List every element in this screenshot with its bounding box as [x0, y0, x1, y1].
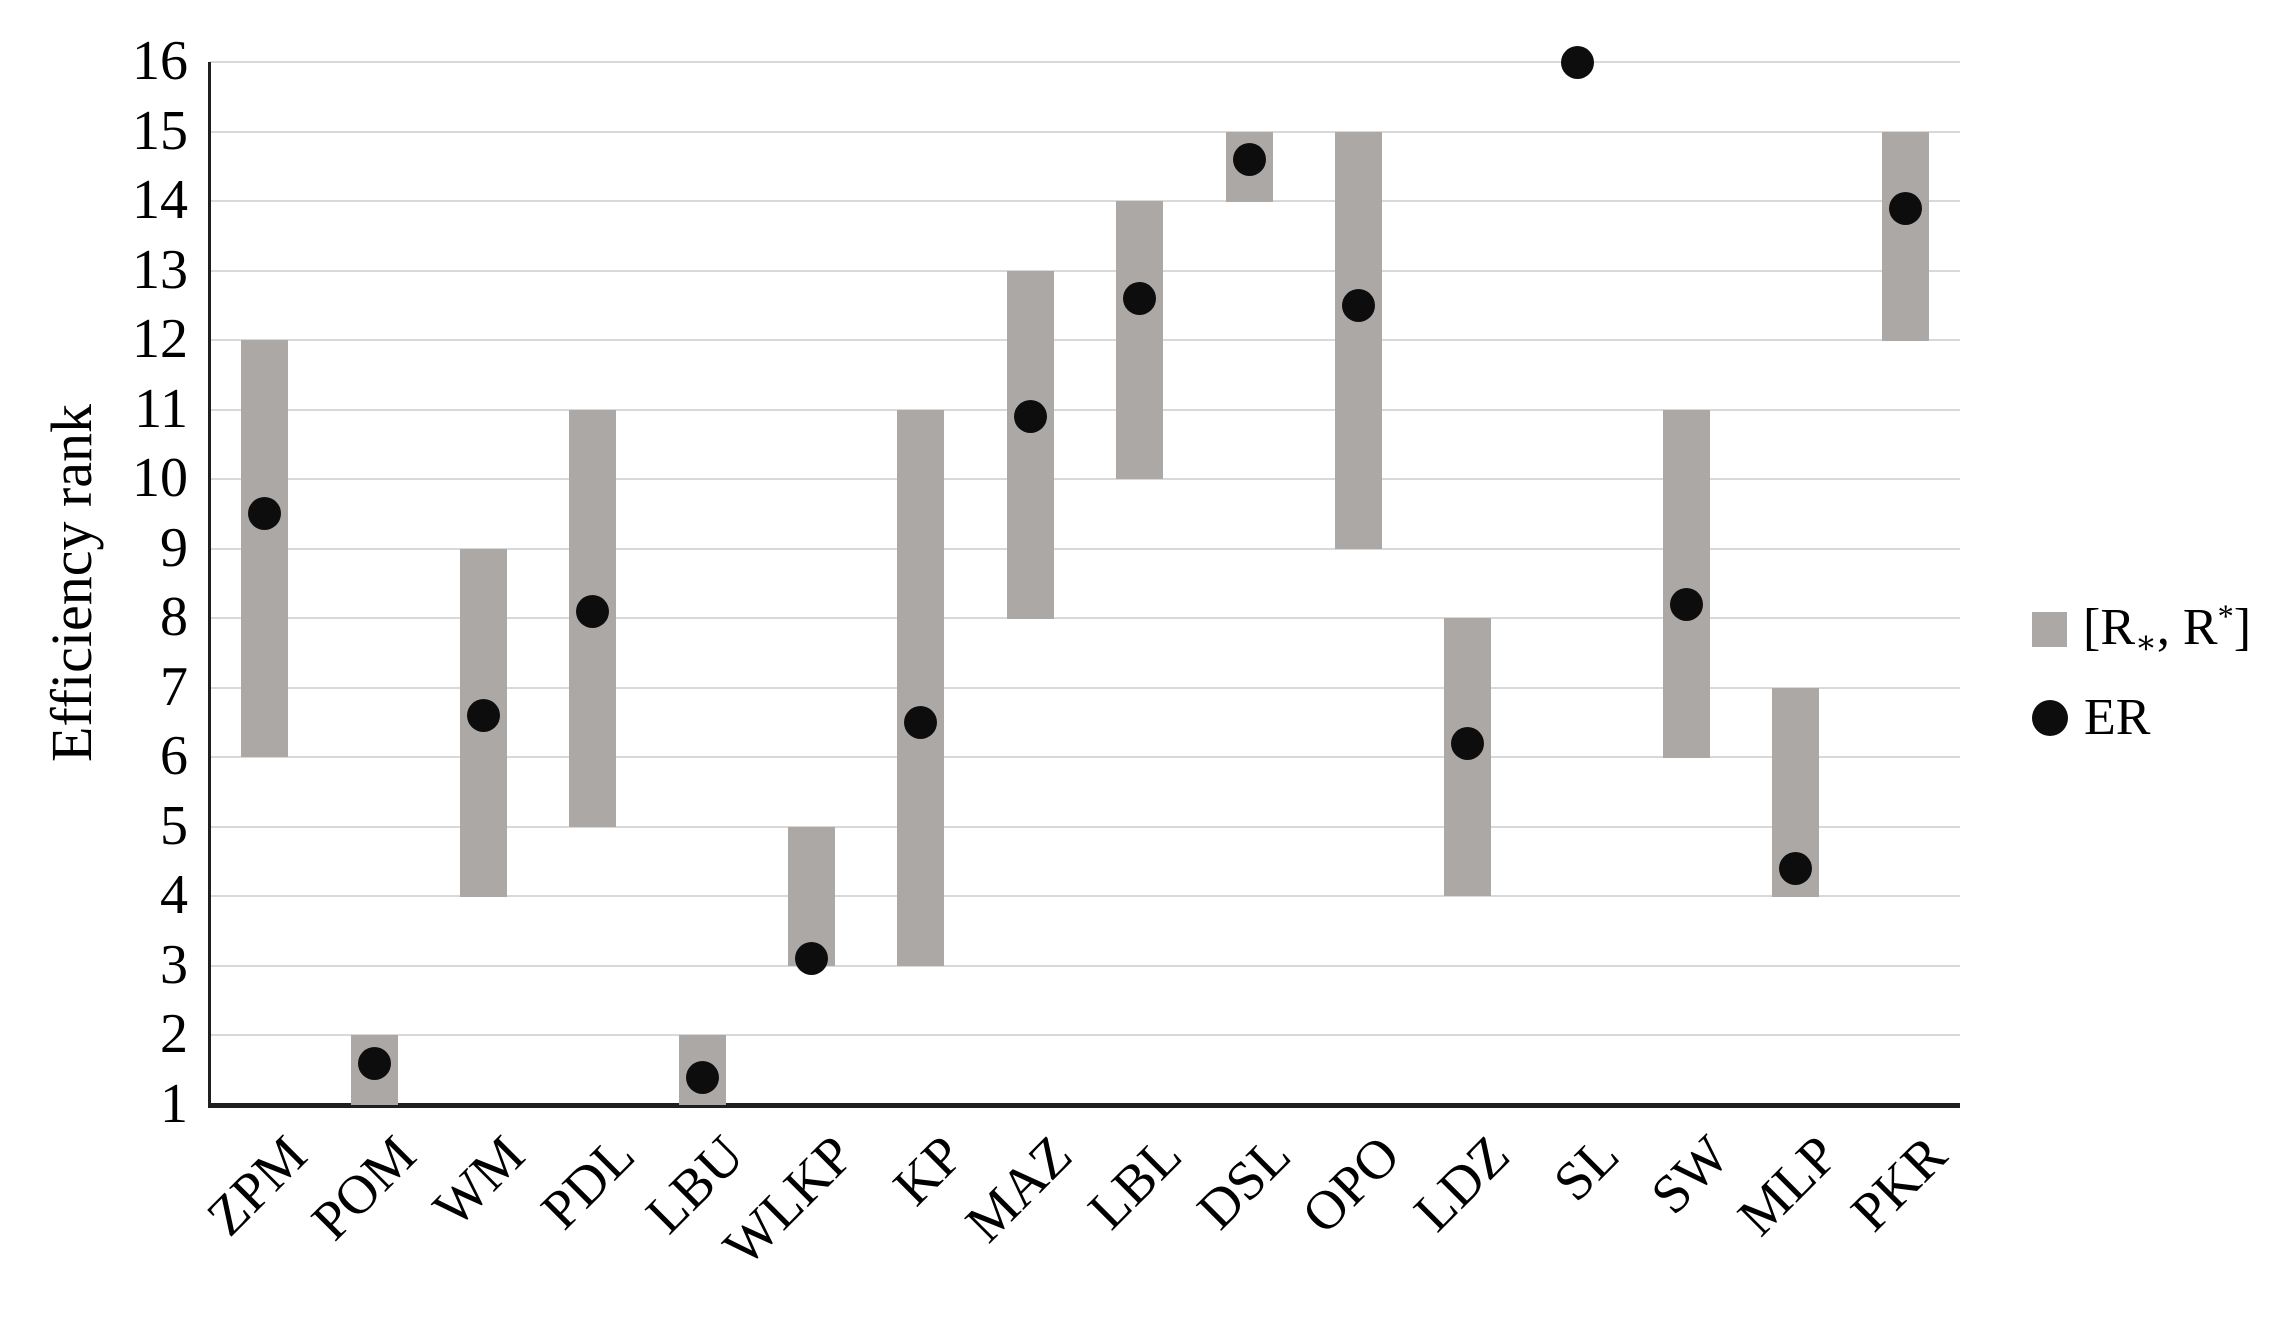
y-tick-label-14: 14 [132, 168, 188, 231]
y-tick-label-11: 11 [134, 377, 188, 440]
er-dot-mlp [1779, 852, 1812, 885]
y-tick-label-16: 16 [132, 29, 188, 92]
gridline-rank-10 [210, 478, 1960, 480]
y-tick-label-12: 12 [132, 307, 188, 370]
er-dot-wm [467, 699, 500, 732]
y-axis-title-text: Efficiency rank [39, 403, 104, 763]
gridline-rank-16 [210, 61, 1960, 63]
x-label-maz: MAZ [953, 1123, 1084, 1254]
y-tick-label-7: 7 [160, 655, 188, 718]
gridline-rank-9 [210, 548, 1960, 550]
y-tick-label-6: 6 [160, 724, 188, 787]
er-dot-dsl [1233, 143, 1266, 176]
y-tick-label-2: 2 [160, 1002, 188, 1065]
x-label-mlp: MLP [1725, 1123, 1850, 1247]
er-dot-opo [1342, 289, 1375, 322]
er-dot-zpm [248, 497, 281, 530]
er-dot-ldz [1451, 727, 1484, 760]
x-axis-line [208, 1103, 1960, 1108]
x-label-lbl: LBL [1076, 1123, 1194, 1241]
range-bar-zpm [241, 340, 288, 757]
range-bar-pkr [1882, 132, 1929, 341]
x-label-kp: KP [881, 1123, 975, 1217]
x-label-sw: SW [1638, 1123, 1741, 1226]
range-bar-maz [1007, 271, 1054, 619]
range-swatch-icon [2032, 611, 2067, 647]
x-label-pom: POM [299, 1123, 428, 1252]
x-label-sl: SL [1541, 1123, 1631, 1213]
range-bar-kp [897, 410, 944, 966]
gridline-rank-2 [210, 1034, 1960, 1036]
er-dot-sl [1561, 46, 1594, 79]
legend-label-run: ∗ [2135, 623, 2157, 660]
gridline-rank-15 [210, 131, 1960, 133]
gridline-rank-4 [210, 895, 1960, 897]
y-tick-label-5: 5 [160, 794, 188, 857]
legend-label: [R∗, R*] [2083, 600, 2251, 658]
er-dot-sw [1670, 588, 1703, 621]
legend-label-run: , R [2156, 598, 2218, 656]
er-dot-maz [1014, 400, 1047, 433]
x-label-dsl: DSL [1185, 1123, 1303, 1241]
gridline-rank-12 [210, 339, 1960, 341]
legend-item-er: ER [2032, 692, 2251, 744]
legend-label-run: ] [2233, 598, 2252, 656]
x-label-pdl: PDL [529, 1123, 647, 1241]
er-dot-pom [358, 1047, 391, 1080]
er-dot-kp [904, 706, 937, 739]
gridline-rank-7 [210, 687, 1960, 689]
range-bar-lbl [1116, 201, 1163, 479]
y-tick-label-3: 3 [160, 933, 188, 996]
range-bar-opo [1335, 132, 1382, 549]
legend: [R∗, R*] ER [2032, 600, 2251, 744]
er-dot-pkr [1889, 192, 1922, 225]
gridline-rank-11 [210, 409, 1960, 411]
y-tick-label-1: 1 [160, 1072, 188, 1135]
legend-label: ER [2084, 692, 2150, 744]
er-dot-lbl [1123, 282, 1156, 315]
x-label-wm: WM [421, 1123, 537, 1239]
y-tick-label-8: 8 [160, 585, 188, 648]
er-dot-lbu [686, 1061, 719, 1094]
er-dot-icon [2032, 700, 2068, 736]
range-bar-sw [1663, 410, 1710, 758]
y-tick-label-15: 15 [132, 99, 188, 162]
gridline-rank-13 [210, 270, 1960, 272]
gridline-rank-8 [210, 617, 1960, 619]
legend-item-range: [R∗, R*] [2032, 600, 2251, 658]
legend-label-run: * [2217, 598, 2234, 634]
x-label-ldz: LDZ [1402, 1123, 1522, 1243]
er-dot-wlkp [795, 942, 828, 975]
x-label-zpm: ZPM [194, 1123, 319, 1247]
x-label-opo: OPO [1290, 1123, 1412, 1245]
gridline-rank-5 [210, 826, 1960, 828]
y-tick-label-13: 13 [132, 238, 188, 301]
y-tick-label-10: 10 [132, 446, 188, 509]
gridline-rank-6 [210, 756, 1960, 758]
x-label-pkr: PKR [1839, 1123, 1959, 1243]
er-dot-pdl [576, 595, 609, 628]
y-axis-line [208, 62, 211, 1108]
y-tick-label-9: 9 [160, 516, 188, 579]
legend-label-run: [R [2083, 598, 2135, 656]
gridline-rank-14 [210, 200, 1960, 202]
gridline-rank-3 [210, 965, 1960, 967]
y-tick-label-4: 4 [160, 863, 188, 926]
legend-label-run: ER [2084, 689, 2151, 746]
